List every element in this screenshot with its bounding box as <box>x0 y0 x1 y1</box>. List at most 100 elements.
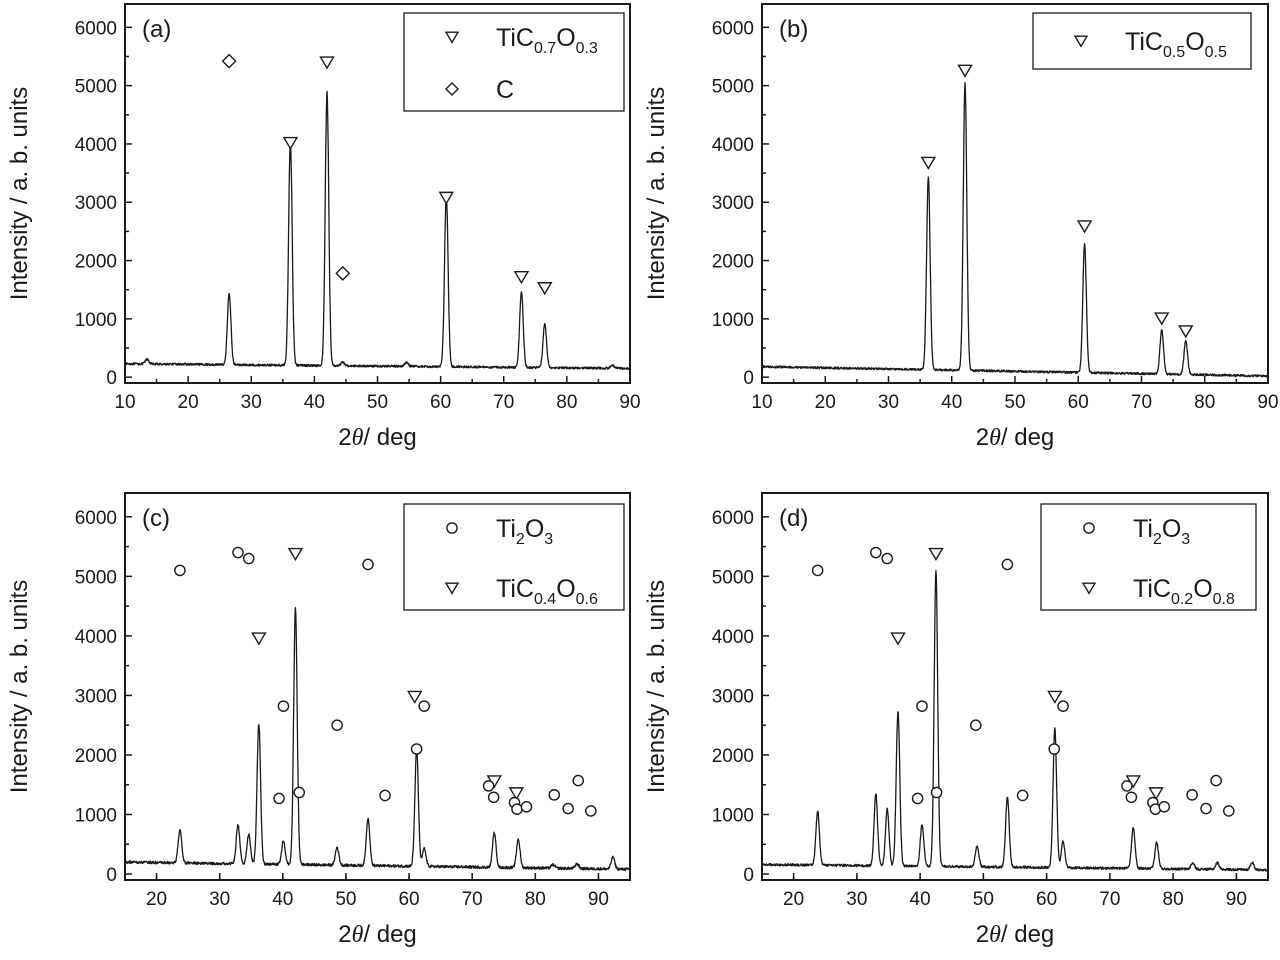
x-tick-label: 90 <box>588 889 609 910</box>
peak-marker-circle <box>418 700 431 712</box>
x-tick-label: 40 <box>910 889 931 910</box>
y-tick-label: 2000 <box>75 746 117 767</box>
peak-marker-diamond <box>221 53 237 69</box>
peak-marker-circle <box>1186 789 1198 801</box>
x-tick-label: 30 <box>846 889 867 910</box>
plot-frame <box>761 492 1269 881</box>
two-theta-prefix: 2 <box>338 424 351 451</box>
x-tick-label: 80 <box>525 889 546 910</box>
peak-marker-circle <box>916 700 928 712</box>
peak-marker-triangle <box>513 270 530 285</box>
x-axis-unit: deg <box>1014 424 1054 451</box>
peak-marker-circle <box>379 789 391 802</box>
two-theta-prefix: 2 <box>976 921 989 948</box>
y-tick-label: 6000 <box>75 508 117 529</box>
y-tick-label: 3000 <box>75 193 117 214</box>
x-tick-label: 20 <box>178 392 199 413</box>
peak-marker-circle <box>293 786 306 799</box>
peak-marker-circle <box>881 552 894 565</box>
peak-marker-triangle <box>957 64 973 78</box>
x-tick-label: 50 <box>1004 392 1025 413</box>
panel-label: (c) <box>142 505 170 532</box>
legend-text: O <box>556 24 575 52</box>
y-tick-label: 3000 <box>712 193 754 214</box>
legend: TiC0.5O0.5 <box>1032 12 1252 70</box>
y-tick-label: 2000 <box>712 746 754 767</box>
unit-separator: / <box>363 921 376 948</box>
y-tick-label: 0 <box>743 865 754 886</box>
legend-text: O <box>1162 515 1181 543</box>
peak-marker-triangle <box>537 282 553 296</box>
theta-symbol: θ <box>352 922 364 948</box>
peak-marker-circle <box>277 700 290 712</box>
legend-subscript: 0.4 <box>534 591 556 608</box>
peak-marker-triangle <box>282 136 299 151</box>
unit-separator: / <box>363 424 376 451</box>
peak-marker-triangle <box>251 632 267 646</box>
theta-symbol: θ <box>989 425 1001 451</box>
x-tick-label: 40 <box>941 392 962 413</box>
x-tick-label: 30 <box>241 392 262 413</box>
legend-subscript: 0.7 <box>534 40 556 57</box>
x-axis-unit: deg <box>377 424 417 451</box>
y-axis-title: Intensity / a. b. units <box>6 87 33 300</box>
legend-box <box>1040 503 1257 611</box>
peak-marker-circle <box>562 802 574 815</box>
x-tick-label: 40 <box>304 392 325 413</box>
legend-marker-triangle <box>1073 35 1089 48</box>
peak-marker-circle <box>520 800 533 813</box>
x-tick-label: 70 <box>493 392 514 413</box>
legend-marker-circle <box>1083 522 1095 534</box>
unit-separator: / <box>1001 424 1014 451</box>
y-tick-label: 4000 <box>75 627 117 648</box>
legend-subscript: 0.5 <box>1205 44 1227 61</box>
panel-b: 10 20 30 40 50 60 70 80 90 0 1000 2000 3000 4000 5000 6… <box>643 3 1279 451</box>
legend-text: Ti <box>1133 515 1153 543</box>
legend-text: O <box>1193 575 1212 603</box>
peak-marker-circle <box>511 803 523 815</box>
legend-box <box>403 503 625 611</box>
legend-text: TiC <box>496 24 534 52</box>
peak-marker-circle <box>811 564 824 577</box>
peak-marker-triangle <box>1178 325 1194 339</box>
x-axis-unit: deg <box>377 921 417 948</box>
legend-subscript: 0.3 <box>576 40 598 57</box>
x-axis-title: 2θ/ deg <box>976 424 1055 451</box>
peak-marker-circle <box>482 780 495 792</box>
y-tick-label: 1000 <box>712 806 754 827</box>
legend-subscript: 2 <box>516 531 525 548</box>
peak-marker-triangle <box>890 632 906 646</box>
x-tick-label: 40 <box>272 889 293 910</box>
peak-marker-circle <box>870 546 882 559</box>
panel-d: 20 30 40 50 60 70 80 90 0 1000 2000 3000 4000 5000 600… <box>643 492 1269 948</box>
y-axis-title: Intensity / a. b. units <box>643 87 670 300</box>
peak-marker-triangle <box>928 547 944 561</box>
x-tick-label: 30 <box>209 889 230 910</box>
panel-a: 10 20 30 40 50 60 70 80 90 0 1000 2000 3000 4000 5000 6… <box>6 3 641 451</box>
x-tick-label: 20 <box>146 889 167 910</box>
legend-label: TiC0.7O0.3 <box>496 24 598 57</box>
x-tick-label: 20 <box>783 889 804 910</box>
peak-marker-triangle <box>287 547 304 561</box>
peak-marker-circle <box>174 564 186 577</box>
legend-label: Ti2O3 <box>1133 515 1190 548</box>
two-theta-prefix: 2 <box>338 921 351 948</box>
y-tick-label: 2000 <box>75 252 117 273</box>
peak-marker-circle <box>1057 700 1069 712</box>
x-tick-label: 30 <box>878 392 899 413</box>
peak-marker-circle <box>242 552 255 565</box>
x-tick-label: 70 <box>1131 392 1152 413</box>
peak-marker-circle <box>969 719 982 732</box>
peak-marker-circle <box>1210 774 1222 787</box>
peak-marker-diamond <box>335 265 351 281</box>
legend-label: Ti2O3 <box>496 515 553 548</box>
x-axis-title: 2θ/ deg <box>338 424 417 451</box>
x-tick-label: 20 <box>815 392 836 413</box>
x-tick-label: 80 <box>1163 889 1184 910</box>
peak-marker-triangle <box>438 191 455 205</box>
legend-text: O <box>1185 28 1204 56</box>
x-tick-label: 90 <box>619 392 640 413</box>
legend-text: C <box>496 76 514 104</box>
legend-marker-triangle <box>444 582 460 595</box>
